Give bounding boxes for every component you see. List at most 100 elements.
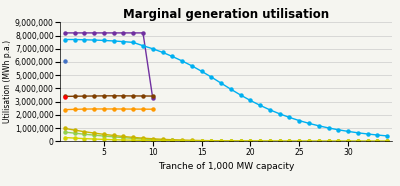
Offshore Wind — [62, 95, 67, 97]
Coal — [111, 139, 116, 141]
Solar — [258, 140, 262, 142]
Nuclear — [92, 32, 96, 34]
Coal — [228, 140, 233, 142]
Coal — [82, 137, 87, 140]
Hydro — [385, 140, 390, 142]
Hydro — [375, 140, 380, 142]
Offshore Wind — [121, 95, 126, 97]
Coal — [92, 138, 96, 140]
Hydro — [190, 139, 194, 141]
Gas — [180, 60, 184, 62]
Onshore Wind — [150, 108, 155, 110]
Solar — [238, 140, 243, 142]
Offshore Wind — [131, 95, 136, 97]
Hydro — [102, 133, 106, 135]
Solar — [248, 140, 253, 142]
Hydro — [121, 135, 126, 138]
Gas — [150, 48, 155, 50]
Coal — [297, 140, 302, 142]
Hydro — [62, 127, 67, 129]
Hydro — [199, 140, 204, 142]
Line: Onshore Wind: Onshore Wind — [63, 108, 154, 111]
Solar — [316, 140, 321, 142]
Hydro — [356, 140, 360, 142]
Solar — [287, 140, 292, 142]
Gas — [160, 51, 165, 53]
Hydro — [150, 138, 155, 140]
Line: Hydro: Hydro — [63, 127, 389, 143]
Gas — [356, 132, 360, 134]
Solar — [219, 140, 224, 142]
Solar — [365, 140, 370, 142]
Coal — [238, 140, 243, 142]
Offshore Wind — [102, 95, 106, 97]
Coal — [72, 137, 77, 139]
Offshore Wind — [72, 95, 77, 97]
Gas — [277, 113, 282, 115]
Coal — [131, 139, 136, 141]
Onshore Wind — [92, 108, 96, 110]
Coal — [219, 140, 224, 142]
Nuclear — [121, 32, 126, 34]
Solar — [336, 140, 341, 142]
Gas — [209, 76, 214, 78]
Y-axis label: Utilisation (MWh p.a.): Utilisation (MWh p.a.) — [3, 40, 12, 123]
Onshore Wind — [82, 108, 87, 110]
Gas — [62, 38, 67, 41]
Coal — [316, 140, 321, 142]
Gas — [326, 127, 331, 129]
Hydro — [248, 140, 253, 142]
Nuclear — [72, 32, 77, 34]
Onshore Wind — [141, 108, 146, 110]
Title: Marginal generation utilisation: Marginal generation utilisation — [123, 8, 329, 21]
Solar — [62, 131, 67, 133]
Gas — [228, 88, 233, 90]
Gas — [365, 133, 370, 135]
Coal — [62, 136, 67, 139]
Onshore Wind — [62, 108, 67, 111]
Offshore Wind — [92, 95, 96, 97]
Coal — [375, 140, 380, 142]
Solar — [268, 140, 272, 142]
Coal — [336, 140, 341, 142]
Coal — [268, 140, 272, 142]
Line: Nuclear: Nuclear — [63, 31, 154, 100]
Coal — [365, 140, 370, 142]
Line: Offshore Wind: Offshore Wind — [63, 94, 154, 98]
Offshore Wind — [150, 95, 155, 97]
Nuclear — [111, 32, 116, 34]
Solar — [326, 140, 331, 142]
Hydro — [160, 138, 165, 140]
Gas — [92, 39, 96, 41]
X-axis label: Tranche of 1,000 MW capacity: Tranche of 1,000 MW capacity — [158, 162, 294, 171]
Offshore Wind — [111, 95, 116, 97]
Solar — [356, 140, 360, 142]
Coal — [287, 140, 292, 142]
Gas — [375, 134, 380, 136]
Nuclear — [131, 32, 136, 34]
Solar — [277, 140, 282, 142]
Gas — [72, 38, 77, 41]
Gas — [258, 104, 262, 107]
Hydro — [219, 140, 224, 142]
Nuclear — [62, 32, 67, 34]
Gas — [131, 41, 136, 44]
Gas — [238, 94, 243, 96]
Coal — [199, 140, 204, 142]
Solar — [199, 140, 204, 142]
Gas — [385, 135, 390, 137]
Gas — [248, 99, 253, 102]
Gas — [141, 45, 146, 47]
Gas — [199, 70, 204, 72]
Solar — [121, 137, 126, 139]
Coal — [141, 139, 146, 142]
Coal — [258, 140, 262, 142]
Coal — [150, 140, 155, 142]
Line: Coal: Coal — [63, 136, 389, 143]
Coal — [121, 139, 126, 141]
Coal — [248, 140, 253, 142]
Solar — [228, 140, 233, 142]
Gas — [111, 40, 116, 42]
Solar — [111, 136, 116, 138]
Hydro — [336, 140, 341, 142]
